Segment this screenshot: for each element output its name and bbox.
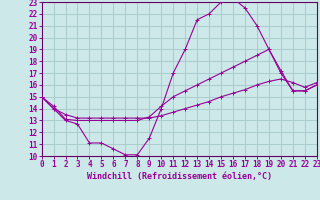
X-axis label: Windchill (Refroidissement éolien,°C): Windchill (Refroidissement éolien,°C) — [87, 172, 272, 181]
